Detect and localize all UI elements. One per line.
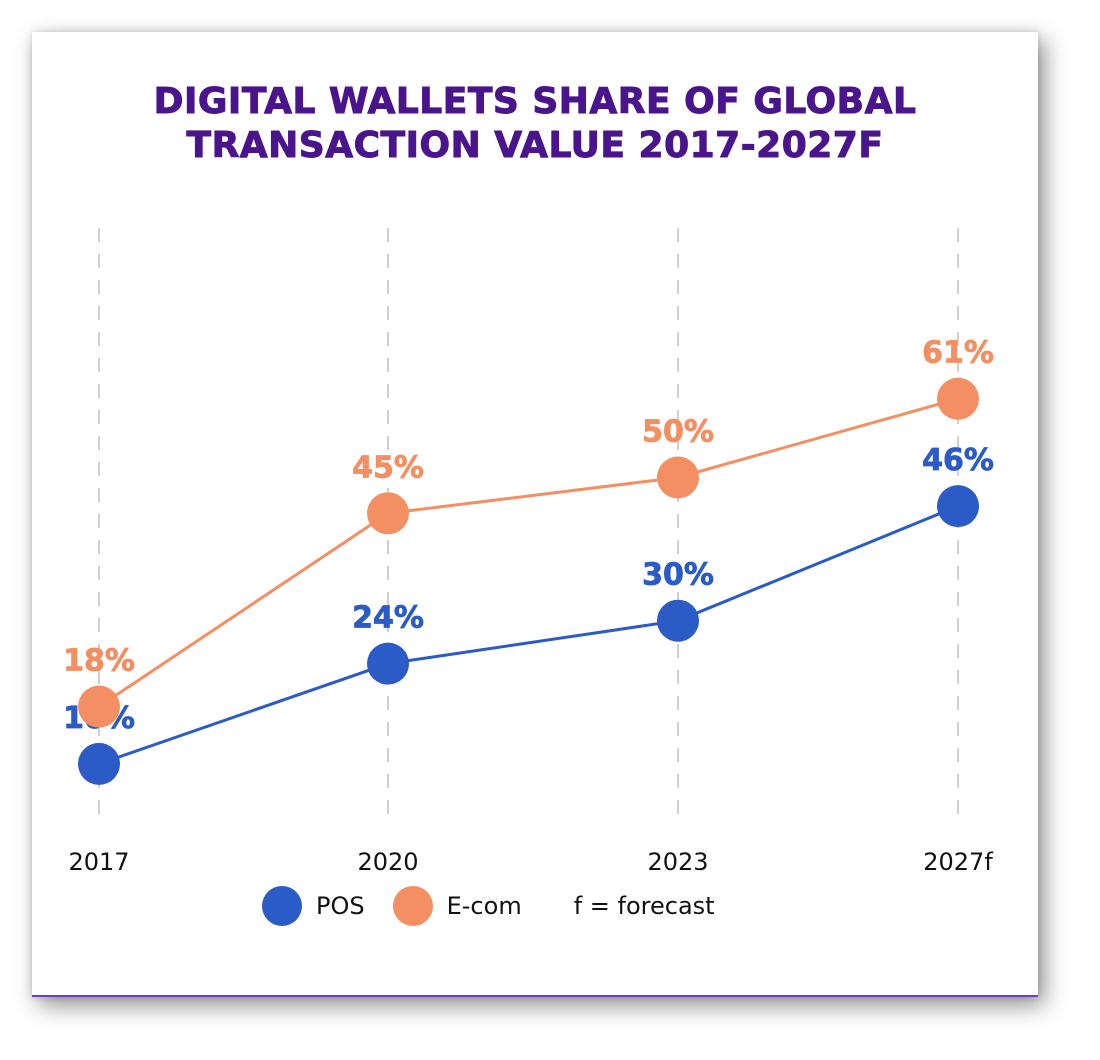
data-label-ecom-2: 50% (642, 415, 714, 450)
card-bottom-rule (32, 995, 1038, 997)
data-point-ecom-3 (937, 377, 979, 420)
data-point-pos-3 (937, 485, 979, 528)
data-point-ecom-0 (78, 685, 120, 728)
legend-item-pos: POS (262, 886, 365, 926)
data-point-ecom-2 (657, 456, 699, 499)
series-line-pos (98, 504, 959, 766)
data-label-pos-2: 30% (642, 558, 714, 593)
data-label-ecom-1: 45% (352, 450, 424, 485)
data-label-pos-1: 24% (352, 601, 424, 636)
data-point-pos-2 (657, 599, 699, 642)
data-point-ecom-1 (367, 492, 409, 535)
series-line-ecom (98, 397, 959, 708)
chart-title-line-1: DIGITAL WALLETS SHARE OF GLOBAL (153, 81, 917, 123)
data-label-pos-3: 46% (922, 443, 994, 478)
data-point-pos-1 (367, 642, 409, 685)
x-tick-label-1: 2020 (357, 848, 418, 876)
x-tick-label-2: 2023 (647, 848, 708, 876)
legend-swatch-pos (262, 886, 302, 926)
legend-label-ecom: E-com (446, 892, 522, 920)
chart-title: DIGITAL WALLETS SHARE OF GLOBAL TRANSACT… (32, 80, 1038, 168)
chart-title-line-2: TRANSACTION VALUE 2017-2027F (186, 125, 884, 167)
data-label-ecom-3: 61% (922, 336, 994, 371)
data-label-pos-0: 10% (63, 701, 135, 736)
x-tick-label-0: 2017 (68, 848, 129, 876)
data-label-ecom-0: 18% (63, 644, 135, 679)
x-tick-label-3: 2027f (923, 848, 993, 876)
legend: POS E-com f = forecast (262, 884, 715, 928)
legend-label-pos: POS (316, 892, 365, 920)
chart-card: DIGITAL WALLETS SHARE OF GLOBAL TRANSACT… (32, 32, 1038, 997)
legend-swatch-ecom (392, 886, 433, 926)
data-point-pos-0 (78, 742, 120, 785)
legend-forecast-note: f = forecast (573, 892, 715, 920)
legend-item-ecom: E-com (392, 886, 522, 926)
